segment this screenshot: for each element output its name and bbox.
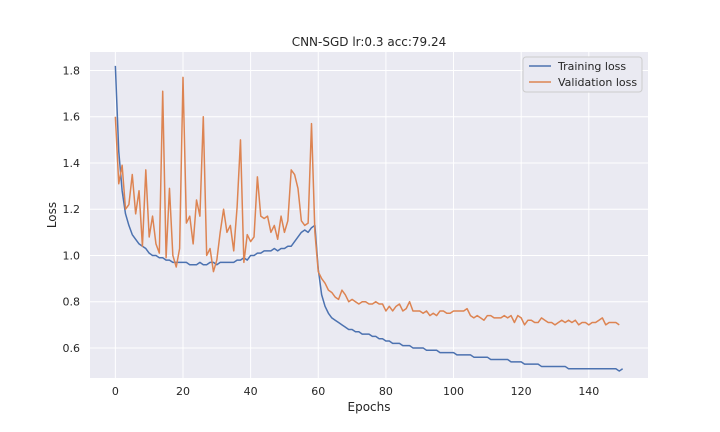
legend-label-training: Training loss bbox=[557, 60, 626, 73]
validation-loss-line bbox=[114, 76, 620, 326]
y-tick-label: 0.6 bbox=[63, 342, 81, 355]
x-tick-label: 140 bbox=[578, 385, 599, 398]
y-axis-ticks: 0.6 0.8 1.0 1.2 1.4 1.6 1.8 bbox=[63, 64, 81, 354]
x-tick-label: 40 bbox=[244, 385, 258, 398]
x-tick-label: 100 bbox=[443, 385, 464, 398]
x-tick-label: 0 bbox=[112, 385, 119, 398]
grid bbox=[90, 52, 648, 378]
training-loss-line bbox=[114, 65, 624, 372]
series-layer bbox=[114, 65, 624, 372]
plot-area bbox=[90, 52, 648, 378]
y-tick-label: 1.0 bbox=[63, 249, 81, 262]
x-axis-label: Epochs bbox=[348, 400, 391, 414]
legend-label-validation: Validation loss bbox=[558, 76, 637, 89]
x-tick-label: 60 bbox=[311, 385, 325, 398]
y-tick-label: 1.8 bbox=[63, 64, 81, 77]
legend-box bbox=[522, 56, 643, 93]
x-axis-ticks: 0 20 40 60 80 100 120 140 bbox=[112, 385, 599, 398]
y-tick-label: 0.8 bbox=[63, 296, 81, 309]
y-tick-label: 1.4 bbox=[63, 157, 81, 170]
x-tick-label: 80 bbox=[379, 385, 393, 398]
y-tick-label: 1.2 bbox=[63, 203, 81, 216]
legend: Training loss Validation loss bbox=[522, 56, 643, 93]
y-axis-label: Loss bbox=[45, 202, 59, 228]
x-tick-label: 20 bbox=[176, 385, 190, 398]
x-tick-label: 120 bbox=[511, 385, 532, 398]
y-tick-label: 1.6 bbox=[63, 111, 81, 124]
chart-title: CNN-SGD lr:0.3 acc:79.24 bbox=[292, 35, 447, 49]
